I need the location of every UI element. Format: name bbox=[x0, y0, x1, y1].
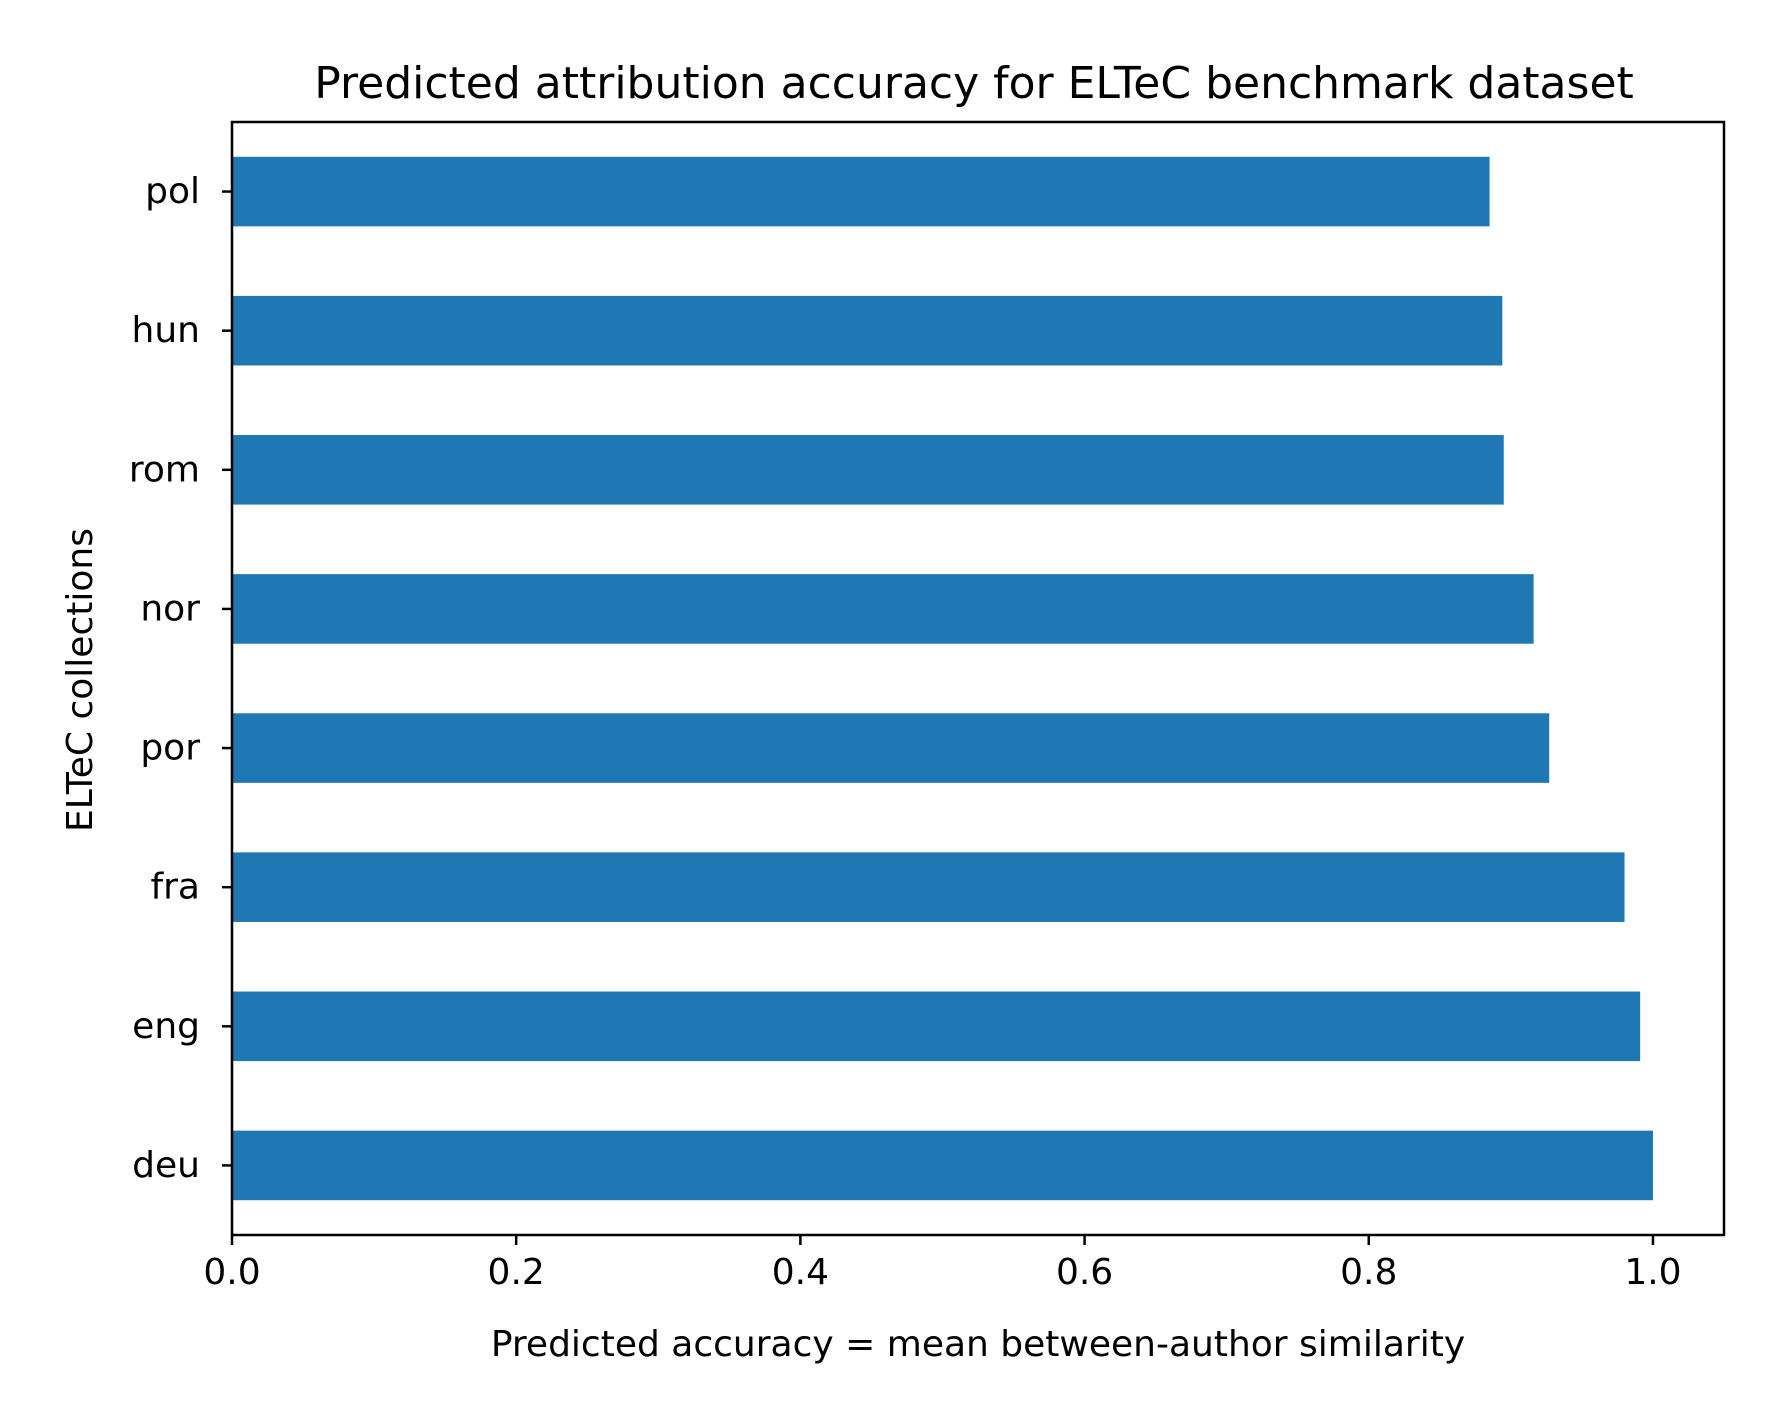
bars-group bbox=[232, 156, 1653, 1201]
y-tick-label-hun: hun bbox=[132, 310, 200, 351]
x-tick-label-1.0: 1.0 bbox=[1624, 1252, 1681, 1293]
bar-rom bbox=[232, 435, 1504, 505]
x-axis-label: Predicted accuracy = mean between-author… bbox=[491, 1324, 1465, 1365]
y-tick-label-pol: pol bbox=[145, 171, 200, 212]
bar-eng bbox=[232, 991, 1641, 1062]
x-tick-label-0.0: 0.0 bbox=[203, 1252, 260, 1293]
x-tick-label-0.8: 0.8 bbox=[1340, 1252, 1397, 1293]
y-tick-label-por: por bbox=[140, 728, 200, 769]
x-tick-label-0.4: 0.4 bbox=[772, 1252, 829, 1293]
x-axis: 0.0 0.2 0.4 0.6 0.8 1.0 bbox=[203, 1235, 1682, 1293]
bar-fra bbox=[232, 852, 1625, 922]
y-axis: deu eng fra por nor rom hun pol bbox=[129, 171, 232, 1186]
bar-nor bbox=[232, 574, 1534, 644]
y-tick-label-rom: rom bbox=[129, 449, 200, 490]
plot-frame bbox=[230, 120, 1726, 1237]
y-tick-label-deu: deu bbox=[132, 1145, 200, 1186]
x-tick-label-0.2: 0.2 bbox=[488, 1252, 545, 1293]
bar-pol bbox=[232, 156, 1490, 227]
y-tick-label-nor: nor bbox=[140, 588, 200, 629]
y-axis-label: ELTeC collections bbox=[60, 528, 101, 832]
y-tick-label-eng: eng bbox=[132, 1006, 200, 1047]
bar-hun bbox=[232, 295, 1503, 366]
chart-title: Predicted attribution accuracy for ELTeC… bbox=[314, 58, 1634, 109]
bar-por bbox=[232, 713, 1550, 783]
bar-deu bbox=[232, 1130, 1653, 1201]
x-tick-label-0.6: 0.6 bbox=[1056, 1252, 1113, 1293]
y-tick-label-fra: fra bbox=[150, 867, 200, 908]
